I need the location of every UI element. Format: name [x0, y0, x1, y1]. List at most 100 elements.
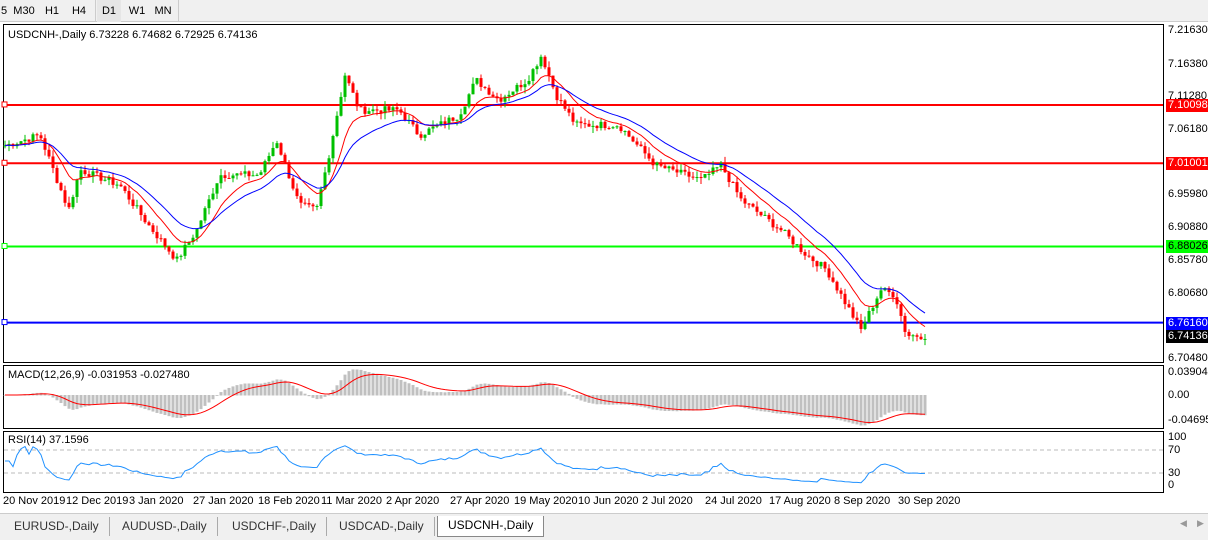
- macd-histogram-bar: [851, 395, 855, 424]
- candle-body: [31, 134, 35, 142]
- timeframe-m5[interactable]: 5: [0, 5, 8, 17]
- tab-audusd[interactable]: AUDUSD-,Daily: [112, 517, 218, 536]
- macd-histogram-bar: [763, 395, 767, 412]
- macd-histogram-bar: [335, 385, 339, 396]
- candle-body: [3, 145, 7, 147]
- price-axis-label: 7.16380: [1168, 57, 1208, 70]
- macd-histogram-bar: [211, 395, 215, 400]
- macd-histogram-bar: [299, 391, 303, 396]
- timeframe-d1[interactable]: D1: [97, 0, 121, 22]
- macd-histogram-bar: [199, 395, 203, 410]
- candle-body: [451, 117, 455, 121]
- candle-body: [283, 154, 287, 163]
- timeframe-m30[interactable]: M30: [13, 5, 35, 17]
- candle-body: [383, 106, 387, 114]
- macd-histogram-bar: [511, 386, 515, 396]
- macd-histogram-bar: [375, 373, 379, 396]
- macd-histogram-bar: [107, 395, 111, 404]
- candle-body: [103, 179, 107, 181]
- macd-histogram-bar: [231, 386, 235, 396]
- macd-histogram-bar: [327, 393, 331, 396]
- macd-histogram-bar: [751, 395, 755, 410]
- macd-histogram-bar: [559, 389, 563, 396]
- candle-body: [555, 87, 559, 101]
- macd-histogram-bar: [279, 379, 283, 396]
- price-panel[interactable]: [3, 24, 1164, 363]
- candle-body: [795, 244, 799, 246]
- macd-histogram-bar: [715, 395, 719, 407]
- macd-histogram-bar: [791, 395, 795, 416]
- candle-body: [287, 162, 291, 179]
- macd-histogram-bar: [219, 392, 223, 396]
- candle-body: [619, 126, 623, 132]
- tab-usdcad[interactable]: USDCAD-,Daily: [329, 517, 435, 536]
- macd-axis-min: -0.046959: [1168, 414, 1208, 426]
- macd-histogram-bar: [875, 395, 879, 421]
- candle-body: [39, 135, 43, 139]
- candle-body: [307, 203, 311, 205]
- macd-histogram-bar: [807, 395, 811, 417]
- macd-histogram-bar: [575, 395, 579, 399]
- candle-body: [499, 98, 503, 102]
- price-axis-label: 6.70480: [1168, 352, 1208, 364]
- tab-usdcnh[interactable]: USDCNH-,Daily: [437, 516, 545, 537]
- candle-body: [187, 241, 191, 245]
- timeframe-w1[interactable]: W1: [128, 5, 146, 17]
- macd-histogram-bar: [207, 395, 211, 403]
- candle-body: [63, 190, 67, 203]
- candle-body: [359, 106, 363, 108]
- candle-body: [679, 169, 683, 173]
- rsi-panel[interactable]: [3, 431, 1164, 493]
- current-price-tag: 6.74136: [1166, 329, 1208, 343]
- macd-histogram-bar: [759, 395, 763, 412]
- macd-histogram-bar: [631, 395, 635, 406]
- tab-usdchf[interactable]: USDCHF-,Daily: [222, 517, 327, 536]
- candle-body: [371, 109, 375, 112]
- candle-body: [639, 144, 643, 147]
- timeframe-h4[interactable]: H4: [71, 5, 87, 17]
- candle-body: [803, 251, 807, 256]
- macd-histogram-bar: [407, 383, 411, 396]
- candle-body: [35, 134, 39, 136]
- macd-histogram-bar: [819, 395, 823, 418]
- candle-body: [799, 244, 803, 252]
- candle-body: [903, 315, 907, 332]
- date-axis-label: 12 Dec 2019: [66, 495, 129, 507]
- date-axis-label: 19 May 2020: [514, 495, 578, 507]
- macd-histogram-bar: [395, 378, 399, 396]
- candle-body: [899, 304, 903, 316]
- candle-body: [531, 69, 535, 81]
- candle-body: [163, 238, 167, 247]
- scroll-left-icon[interactable]: ◀: [1180, 518, 1187, 528]
- tab-eurusd[interactable]: EURUSD-,Daily: [4, 517, 110, 536]
- macd-histogram-bar: [755, 395, 759, 411]
- candle-body: [739, 192, 743, 199]
- candle-body: [667, 166, 671, 169]
- macd-histogram-bar: [55, 395, 59, 401]
- macd-histogram-bar: [155, 395, 159, 413]
- candle-body: [131, 199, 135, 206]
- macd-histogram-bar: [151, 395, 155, 412]
- macd-histogram-bar: [51, 395, 55, 398]
- macd-histogram-bar: [235, 385, 239, 396]
- macd-histogram-bar: [795, 395, 799, 416]
- macd-histogram-bar: [711, 395, 715, 408]
- candle-body: [827, 268, 831, 278]
- macd-histogram-bar: [615, 395, 619, 405]
- candle-body: [223, 175, 227, 178]
- candle-body: [439, 121, 443, 125]
- scroll-right-icon[interactable]: ▶: [1197, 518, 1204, 528]
- macd-histogram-bar: [587, 395, 591, 403]
- timeframe-mn[interactable]: MN: [154, 5, 172, 17]
- macd-histogram-bar: [415, 387, 419, 396]
- macd-histogram-bar: [143, 395, 147, 409]
- macd-histogram-bar: [687, 395, 691, 411]
- price-axis-label: 7.21630: [1168, 24, 1208, 36]
- candle-body: [263, 161, 267, 173]
- macd-histogram-bar: [127, 395, 131, 405]
- macd-histogram-bar: [359, 369, 363, 396]
- timeframe-h1[interactable]: H1: [44, 5, 60, 17]
- candle-body: [339, 96, 343, 116]
- macd-histogram-bar: [619, 395, 623, 405]
